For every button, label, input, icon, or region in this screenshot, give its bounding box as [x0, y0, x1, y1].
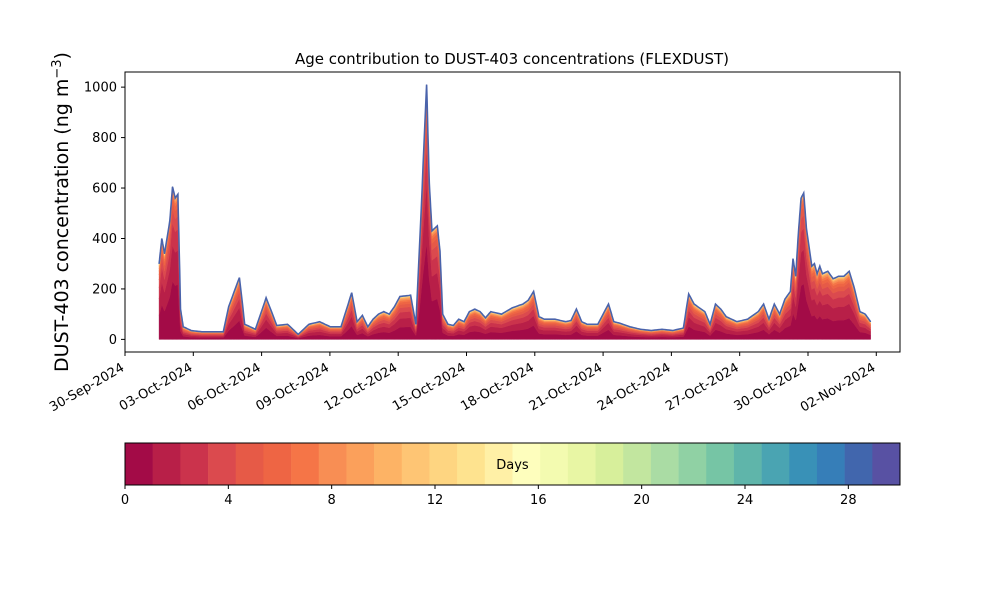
colorbar-segment — [512, 443, 541, 485]
colorbar-segment — [346, 443, 375, 485]
x-tick-label: 12-Oct-2024 — [322, 360, 400, 414]
colorbar-tick-label: 12 — [427, 493, 444, 508]
y-axis-label: DUST-403 concentration (ng m−3) — [50, 52, 73, 372]
colorbar-tick-label: 8 — [328, 493, 336, 508]
colorbar-tick-label: 4 — [224, 493, 232, 508]
colorbar-segment — [595, 443, 624, 485]
x-tick-label: 27-Oct-2024 — [663, 360, 741, 414]
colorbar-segment — [844, 443, 873, 485]
y-tick-label: 600 — [92, 182, 117, 197]
chart-title: Age contribution to DUST-403 concentrati… — [295, 50, 729, 68]
x-tick-label: 18-Oct-2024 — [458, 360, 536, 414]
colorbar-segment — [318, 443, 347, 485]
colorbar: Days 0 4 8 12 16 20 24 28 — [121, 442, 901, 508]
plot-area — [158, 84, 872, 340]
y-tick-label: 200 — [92, 282, 117, 297]
colorbar-tick-label: 20 — [633, 493, 650, 508]
colorbar-tick-label: 0 — [121, 493, 129, 508]
colorbar-segment — [235, 443, 264, 485]
x-tick-label: 21-Oct-2024 — [527, 360, 605, 414]
x-tick-label: 30-Oct-2024 — [732, 360, 810, 414]
colorbar-label: Days — [496, 458, 529, 473]
colorbar-segment — [706, 443, 735, 485]
colorbar-segment — [816, 443, 845, 485]
colorbar-segment — [125, 443, 153, 485]
colorbar-tick-label: 28 — [840, 493, 857, 508]
colorbar-segment — [650, 443, 679, 485]
colorbar-segment — [180, 443, 209, 485]
colorbar-frame — [124, 442, 901, 486]
colorbar-segment — [374, 443, 403, 485]
x-tick-label: 06-Oct-2024 — [185, 360, 263, 414]
colorbar-segment — [208, 443, 237, 485]
colorbar-segment — [484, 443, 513, 485]
x-tick-label: 24-Oct-2024 — [595, 360, 673, 414]
colorbar-segment — [540, 443, 569, 485]
colorbar-segment — [291, 443, 320, 485]
colorbar-segment — [401, 443, 430, 485]
colorbar-segment — [429, 443, 458, 485]
colorbar-segment — [761, 443, 790, 485]
x-tick-label: 09-Oct-2024 — [254, 360, 332, 414]
total-concentration-line — [158, 84, 872, 336]
colorbar-segment — [457, 443, 486, 485]
y-tick-label: 800 — [92, 131, 117, 146]
y-tick-label: 1000 — [84, 81, 117, 96]
y-tick-label: 0 — [109, 333, 117, 348]
colorbar-segment — [872, 443, 901, 485]
colorbar-segment — [263, 443, 292, 485]
plot-frame — [124, 71, 901, 353]
colorbar-tick-label: 16 — [530, 493, 547, 508]
colorbar-segment — [152, 443, 181, 485]
y-tick-label: 400 — [92, 232, 117, 247]
colorbar-tick-label: 24 — [737, 493, 754, 508]
x-tick-label: 03-Oct-2024 — [117, 360, 195, 414]
colorbar-segment — [623, 443, 652, 485]
x-tick-label: 15-Oct-2024 — [390, 360, 468, 414]
x-tick-label: 02-Nov-2024 — [798, 360, 878, 415]
colorbar-segment — [567, 443, 596, 485]
colorbar-segment — [733, 443, 762, 485]
colorbar-segment — [678, 443, 707, 485]
colorbar-segment — [789, 443, 818, 485]
